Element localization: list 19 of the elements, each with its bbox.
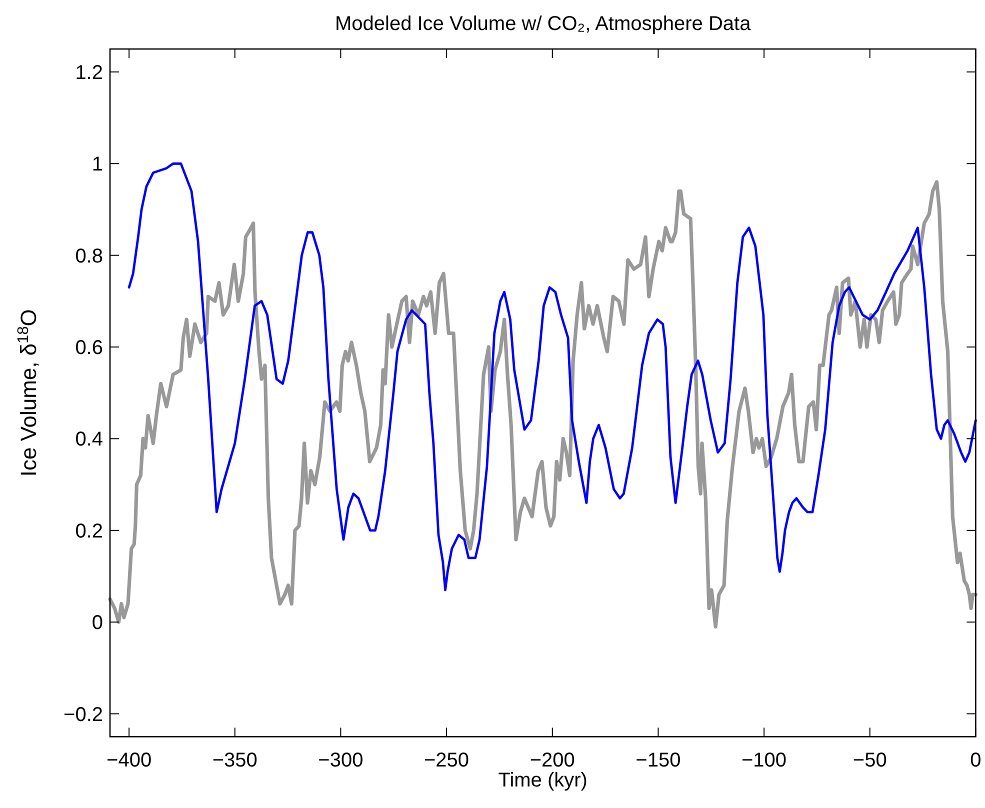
x-tick-label: −300: [318, 750, 364, 772]
x-tick-label: −50: [852, 750, 887, 772]
y-tick-label: 0.8: [75, 245, 103, 268]
x-tick-label: −150: [636, 750, 681, 772]
y-tick-label: 1.2: [75, 62, 103, 84]
x-tick-label: −400: [106, 750, 152, 772]
y-tick-label: 0: [92, 612, 103, 634]
y-tick-label: 0.4: [75, 428, 103, 451]
x-axis-title: Time (kyr): [498, 770, 588, 792]
x-tick-label: 0: [970, 750, 982, 772]
y-tick-label: 1: [92, 154, 103, 176]
y-tick-label: 0.6: [75, 337, 103, 360]
x-tick-label: −250: [424, 750, 470, 772]
x-tick-label: −200: [530, 750, 575, 772]
y-tick-label: 0.2: [75, 520, 103, 542]
x-tick-label: −100: [742, 750, 787, 772]
y-tick-label: −0.2: [64, 704, 103, 726]
chart-title: Modeled Ice Volume w/ CO₂, Atmosphere Data: [334, 13, 752, 35]
x-tick-label: −350: [212, 750, 258, 772]
